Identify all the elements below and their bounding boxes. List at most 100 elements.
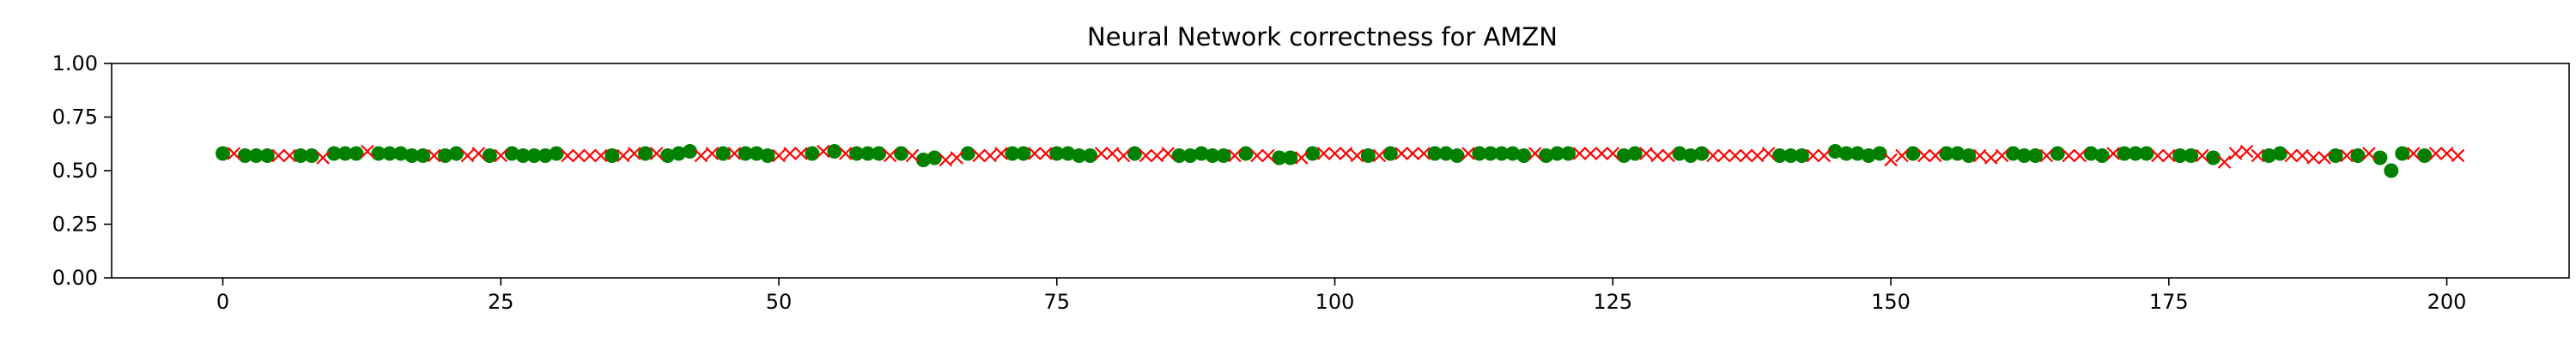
incorrect-point	[1706, 148, 1720, 163]
incorrect-point	[2239, 144, 2254, 159]
incorrect-point	[1750, 148, 1765, 163]
correct-point	[738, 146, 753, 161]
correct-point	[1494, 146, 1510, 161]
y-tick-label: 0.00	[52, 266, 98, 290]
x-axis: 0 25 50 75 100 125 150 175 200	[216, 278, 2466, 314]
incorrect-point	[1039, 147, 1053, 160]
correct-point	[1483, 146, 1498, 161]
correct-point	[2094, 148, 2110, 163]
correct-point	[2027, 148, 2043, 163]
incorrect-point	[227, 147, 241, 160]
incorrect-point	[2406, 147, 2421, 160]
incorrect-point	[817, 144, 830, 159]
incorrect-point	[705, 147, 720, 160]
incorrect-point	[1327, 147, 1342, 160]
correct-point	[1616, 148, 1631, 163]
correct-point	[2139, 146, 2154, 161]
correct-point	[1205, 148, 1220, 163]
correct-point	[2261, 148, 2276, 163]
correct-point	[1950, 146, 1965, 161]
incorrect-point	[2362, 147, 2376, 160]
incorrect-point	[2306, 151, 2320, 165]
incorrect-point	[2106, 147, 2120, 160]
incorrect-point	[2073, 148, 2087, 163]
y-tick-label: 1.00	[52, 51, 98, 75]
correct-point	[1182, 148, 1198, 163]
correct-point	[1427, 146, 1443, 161]
incorrect-point	[1884, 153, 1898, 167]
correct-point	[1272, 150, 1287, 165]
correct-point	[448, 146, 464, 161]
incorrect-point	[316, 151, 330, 165]
incorrect-point	[1150, 148, 1164, 163]
incorrect-point	[1028, 147, 1042, 160]
incorrect-point	[939, 153, 953, 167]
correct-point	[827, 144, 842, 159]
correct-point	[1827, 144, 1843, 159]
correct-point	[1049, 146, 1065, 161]
incorrect-point	[2451, 148, 2465, 163]
correct-point	[2372, 150, 2388, 165]
correct-point	[259, 148, 275, 163]
correct-point	[1905, 146, 1921, 161]
correct-point	[1672, 146, 1687, 161]
correct-point	[1438, 146, 1454, 161]
incorrect-point	[905, 148, 920, 163]
incorrect-point	[950, 151, 963, 165]
correct-point	[1171, 148, 1187, 163]
correct-point	[760, 148, 775, 163]
x-tick-label: 100	[1315, 290, 1355, 314]
incorrect-point	[2195, 148, 2209, 163]
incorrect-point	[2062, 148, 2076, 163]
correct-point	[2083, 146, 2099, 161]
incorrect-point	[1595, 147, 1609, 160]
incorrect-point	[271, 148, 286, 163]
correct-point	[1772, 148, 1788, 163]
incorrect-point	[1895, 148, 1909, 163]
incorrect-point	[694, 148, 708, 163]
correct-point	[237, 148, 252, 163]
incorrect-point	[2428, 147, 2443, 160]
x-tick-label: 25	[488, 290, 514, 314]
x-tick-label: 0	[216, 290, 229, 314]
incorrect-point	[1372, 148, 1387, 163]
correct-point	[1683, 148, 1698, 163]
correct-point	[2395, 146, 2410, 161]
incorrect-point	[1995, 148, 2009, 163]
y-axis: 0.00 0.25 0.50 0.75 1.00	[52, 51, 112, 290]
incorrect-point	[2217, 155, 2232, 169]
incorrect-point	[1094, 147, 1109, 160]
correct-point	[382, 146, 398, 161]
incorrect-point	[1606, 147, 1620, 160]
correct-point	[482, 148, 497, 163]
incorrect-point	[2228, 147, 2243, 160]
correct-point	[526, 148, 542, 163]
incorrect-point	[572, 148, 586, 163]
x-tick-label: 150	[1871, 290, 1911, 314]
incorrect-point	[561, 148, 574, 163]
plot-area	[111, 63, 2570, 279]
correct-point	[349, 146, 364, 161]
data-markers	[216, 144, 2465, 178]
incorrect-point	[2251, 148, 2265, 163]
correct-point	[1627, 146, 1643, 161]
correct-point	[893, 146, 908, 161]
incorrect-point	[883, 148, 897, 163]
correct-point	[1783, 148, 1798, 163]
incorrect-point	[1583, 147, 1598, 160]
incorrect-point	[1250, 148, 1264, 163]
incorrect-point	[1528, 147, 1542, 160]
incorrect-point	[427, 148, 441, 163]
incorrect-point	[1139, 148, 1153, 163]
correct-point	[1560, 146, 1576, 161]
correct-point	[805, 146, 820, 161]
correct-point	[538, 148, 553, 163]
incorrect-point	[616, 148, 630, 163]
correct-point	[1005, 146, 1020, 161]
correct-point	[1072, 148, 1087, 163]
incorrect-point	[1116, 148, 1131, 163]
incorrect-point	[2162, 148, 2176, 163]
incorrect-point	[2151, 148, 2165, 163]
correct-point	[2128, 146, 2143, 161]
